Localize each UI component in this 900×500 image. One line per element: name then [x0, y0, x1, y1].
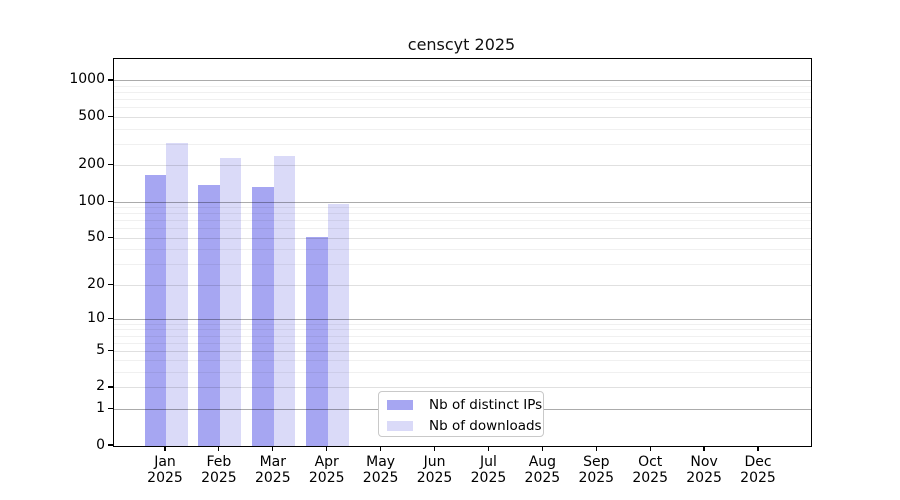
y-tick-200 — [108, 164, 113, 166]
x-tick-label-aug: Aug 2025 — [524, 454, 561, 486]
bar-downloads-feb — [219, 157, 242, 446]
legend-swatch-downloads — [387, 421, 413, 431]
y-tick-0 — [108, 444, 113, 446]
gridline-6 — [114, 342, 811, 344]
gridline-50 — [114, 237, 811, 239]
gridline-8 — [114, 329, 811, 331]
x-tick-may — [380, 446, 382, 451]
x-tick-oct — [649, 446, 651, 451]
bar-downloads-jan — [166, 143, 188, 446]
x-tick-aug — [541, 446, 543, 451]
y-tick-1 — [108, 407, 113, 409]
x-tick-label-apr: Apr 2025 — [308, 454, 345, 486]
x-tick-apr — [326, 446, 328, 451]
y-tick-1000 — [108, 79, 113, 81]
gridline-3 — [114, 372, 811, 374]
y-tick-label-1: 1 — [96, 399, 105, 416]
y-tick-100 — [108, 200, 113, 202]
gridline-40 — [114, 249, 811, 251]
bars-layer — [114, 59, 811, 446]
legend-swatch-distinct-ips — [387, 400, 413, 410]
bar-downloads-mar — [273, 156, 296, 446]
gridline-4 — [114, 360, 811, 362]
gridline-900 — [114, 86, 811, 88]
x-tick-feb — [218, 446, 220, 451]
bar-ips-mar — [252, 186, 274, 446]
y-tick-2 — [108, 386, 113, 388]
legend-item-distinct-ips: Nb of distinct IPs — [387, 396, 542, 414]
x-tick-label-sep: Sep 2025 — [578, 454, 615, 486]
y-tick-5 — [108, 349, 113, 351]
gridline-100 — [114, 201, 811, 203]
gridline-90 — [114, 207, 811, 209]
gridline-800 — [114, 92, 811, 94]
y-tick-20 — [108, 283, 113, 285]
legend-label-downloads: Nb of downloads — [429, 418, 542, 434]
y-tick-label-100: 100 — [78, 192, 105, 209]
legend-label-distinct-ips: Nb of distinct IPs — [429, 397, 543, 413]
gridline-60 — [114, 228, 811, 230]
gridline-500 — [114, 117, 811, 119]
gridline-20 — [114, 284, 811, 286]
y-tick-label-5: 5 — [96, 341, 105, 358]
y-tick-label-50: 50 — [87, 228, 105, 245]
x-tick-label-oct: Oct 2025 — [632, 454, 668, 486]
x-tick-sep — [595, 446, 597, 451]
bar-ips-feb — [198, 184, 220, 446]
y-tick-label-2: 2 — [96, 378, 105, 395]
x-tick-label-may: May 2025 — [362, 454, 399, 486]
x-tick-label-feb: Feb 2025 — [201, 454, 237, 486]
y-tick-50 — [108, 236, 113, 238]
y-tick-10 — [108, 317, 113, 319]
x-tick-label-jan: Jan 2025 — [147, 454, 183, 486]
x-tick-nov — [703, 446, 705, 451]
x-tick-jan — [164, 446, 166, 451]
gridline-5 — [114, 350, 811, 352]
legend-item-downloads: Nb of downloads — [387, 417, 542, 435]
bar-ips-jan — [144, 175, 166, 446]
gridline-700 — [114, 99, 811, 101]
bar-ips-apr — [306, 237, 328, 446]
x-tick-label-dec: Dec 2025 — [740, 454, 776, 486]
gridline-30 — [114, 264, 811, 266]
bar-downloads-apr — [327, 203, 350, 446]
gridline-2 — [114, 387, 811, 389]
x-tick-label-jun: Jun 2025 — [416, 454, 453, 486]
chart-title: censcyt 2025 — [407, 35, 516, 54]
gridline-1000 — [114, 80, 811, 82]
y-tick-label-500: 500 — [78, 108, 105, 125]
legend: Nb of distinct IPs Nb of downloads — [378, 391, 544, 437]
x-tick-mar — [272, 446, 274, 451]
x-tick-label-mar: Mar 2025 — [254, 454, 291, 486]
grid-layer — [114, 59, 811, 446]
gridline-400 — [114, 128, 811, 130]
x-tick-label-jul: Jul 2025 — [470, 454, 507, 486]
gridline-9 — [114, 323, 811, 325]
gridline-300 — [114, 143, 811, 145]
x-tick-label-nov: Nov 2025 — [686, 454, 722, 486]
x-tick-jul — [487, 446, 490, 451]
gridline-70 — [114, 220, 811, 222]
y-tick-label-0: 0 — [96, 436, 105, 453]
y-tick-label-20: 20 — [87, 275, 105, 292]
plot-area — [113, 58, 812, 447]
y-tick-label-200: 200 — [78, 156, 105, 173]
y-tick-500 — [108, 115, 113, 118]
x-tick-dec — [757, 446, 759, 451]
gridline-600 — [114, 107, 811, 109]
y-tick-label-10: 10 — [87, 309, 105, 326]
gridline-10 — [114, 318, 811, 320]
gridline-80 — [114, 213, 811, 215]
gridline-7 — [114, 335, 811, 337]
gridline-200 — [114, 165, 811, 167]
y-tick-label-1000: 1000 — [69, 71, 105, 88]
x-tick-jun — [433, 446, 436, 451]
